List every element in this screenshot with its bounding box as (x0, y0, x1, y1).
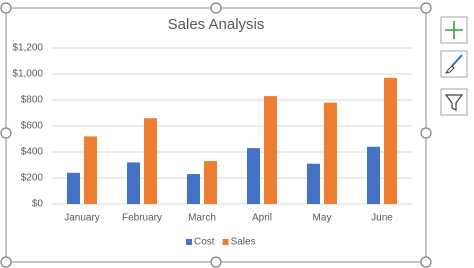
filter-icon (444, 94, 464, 111)
bar (247, 148, 260, 204)
bar (144, 118, 157, 204)
handle[interactable] (210, 2, 222, 14)
bar (384, 77, 397, 204)
x-tick-label: April (252, 213, 272, 224)
handle[interactable] (420, 256, 432, 268)
handle[interactable] (210, 256, 222, 268)
selection-handles (0, 2, 432, 268)
y-tick-label: $800 (21, 95, 44, 106)
legend-swatch (222, 239, 229, 245)
x-tick-label: May (313, 213, 332, 224)
bar (367, 146, 380, 204)
bar (307, 163, 320, 204)
bar (264, 96, 277, 204)
handle[interactable] (0, 127, 12, 139)
bar (127, 162, 140, 204)
handle[interactable] (420, 2, 432, 14)
y-tick-label: $200 (21, 173, 44, 184)
chart-frame[interactable] (5, 7, 427, 263)
y-tick-label: $600 (21, 121, 44, 132)
legend-swatch (186, 239, 192, 245)
bar (84, 136, 97, 204)
handle[interactable] (0, 256, 12, 268)
bar (67, 172, 80, 204)
bar (187, 174, 200, 204)
bar (204, 161, 217, 204)
bar (324, 102, 337, 204)
y-tick-label: $400 (21, 147, 44, 158)
chart-filters-button[interactable] (440, 88, 468, 116)
legend-label: Sales (231, 237, 256, 248)
chart-styles-button[interactable] (440, 50, 468, 78)
x-tick-label: March (188, 213, 216, 224)
handle[interactable] (420, 127, 432, 139)
chart-title: Sales Analysis (168, 16, 265, 33)
legend-label: Cost (194, 237, 215, 248)
brush-tip (444, 65, 455, 74)
y-tick-label: $0 (32, 199, 44, 210)
x-tick-label: January (64, 213, 100, 224)
chart-elements-button[interactable] (440, 16, 468, 44)
handle[interactable] (0, 2, 12, 14)
x-tick-label: June (371, 213, 393, 224)
button-frame[interactable] (440, 50, 468, 78)
plus-icon (445, 21, 463, 39)
x-tick-label: February (122, 213, 162, 224)
y-tick-label: $1,200 (12, 43, 43, 54)
y-tick-label: $1,000 (12, 69, 43, 80)
brush-handle (451, 54, 463, 67)
